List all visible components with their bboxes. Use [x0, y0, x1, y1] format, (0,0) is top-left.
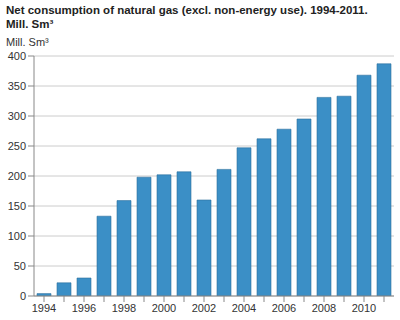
html-text:Net consumption of natural gas: Net consumption of natural gas (excl. no… [6, 4, 368, 16]
svg-text:0: 0 [20, 290, 26, 302]
html-text:Mill. Sm³: Mill. Sm³ [6, 18, 54, 30]
svg-text:200: 200 [8, 170, 26, 182]
svg-text:1998: 1998 [112, 302, 136, 314]
html-text:Mill. Sm³: Mill. Sm³ [6, 36, 49, 48]
svg-text:300: 300 [8, 110, 26, 122]
svg-text:2000: 2000 [152, 302, 176, 314]
svg-text:150: 150 [8, 200, 26, 212]
svg-text:2002: 2002 [192, 302, 216, 314]
svg-text:250: 250 [8, 140, 26, 152]
svg-text:2008: 2008 [312, 302, 336, 314]
svg-text:2010: 2010 [352, 302, 376, 314]
svg-text:350: 350 [8, 80, 26, 92]
svg-text:50: 50 [14, 260, 26, 272]
svg-text:100: 100 [8, 230, 26, 242]
svg-text:2006: 2006 [272, 302, 296, 314]
svg-text:400: 400 [8, 50, 26, 62]
svg-text:1996: 1996 [72, 302, 96, 314]
svg-text:2004: 2004 [232, 302, 256, 314]
svg-text:1994: 1994 [32, 302, 56, 314]
